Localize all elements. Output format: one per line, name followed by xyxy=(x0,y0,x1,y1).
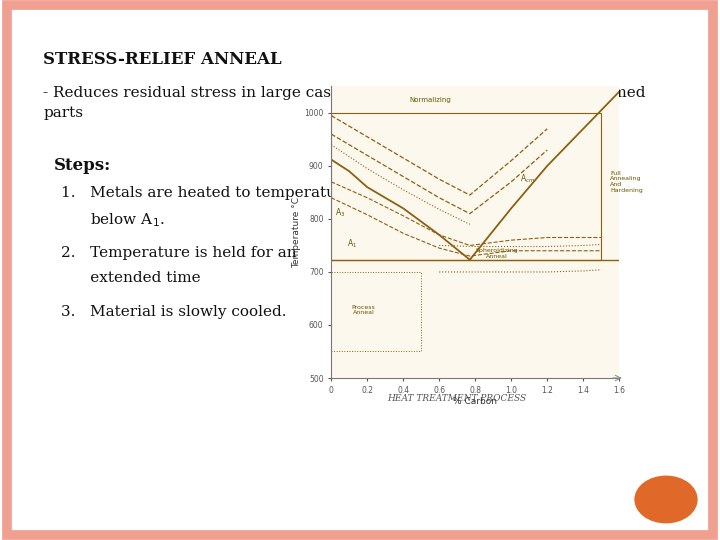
Text: A$_3$: A$_3$ xyxy=(335,207,345,219)
Circle shape xyxy=(635,476,697,523)
Text: A$_1$: A$_1$ xyxy=(347,238,358,250)
Text: below A$_1$.: below A$_1$. xyxy=(61,212,165,230)
Text: STRESS-RELIEF ANNEAL: STRESS-RELIEF ANNEAL xyxy=(43,51,282,68)
Y-axis label: Temperature °C: Temperature °C xyxy=(292,197,302,268)
Text: Full
Annealing
And
Hardening: Full Annealing And Hardening xyxy=(611,171,643,193)
Text: 2.   Temperature is held for an: 2. Temperature is held for an xyxy=(61,246,297,260)
Text: 1.   Metals are heated to temperatures: 1. Metals are heated to temperatures xyxy=(61,186,360,200)
Text: extended time: extended time xyxy=(61,271,201,285)
Bar xyxy=(331,113,601,260)
Text: 3.   Material is slowly cooled.: 3. Material is slowly cooled. xyxy=(61,305,287,319)
Text: Spheroidizing
Anneal: Spheroidizing Anneal xyxy=(475,248,518,259)
Text: A$_{cm}$: A$_{cm}$ xyxy=(521,173,535,185)
Text: Steps:: Steps: xyxy=(54,157,112,173)
Text: Normalizing: Normalizing xyxy=(410,97,451,103)
Text: HEAT TREATMENT PROCESS: HEAT TREATMENT PROCESS xyxy=(387,394,527,403)
X-axis label: % Carbon: % Carbon xyxy=(453,397,498,407)
Text: - Reduces residual stress in large castings, welded assemblis and cold-formed
pa: - Reduces residual stress in large casti… xyxy=(43,86,646,120)
Bar xyxy=(331,272,421,352)
Text: Process
Anneal: Process Anneal xyxy=(352,305,375,315)
